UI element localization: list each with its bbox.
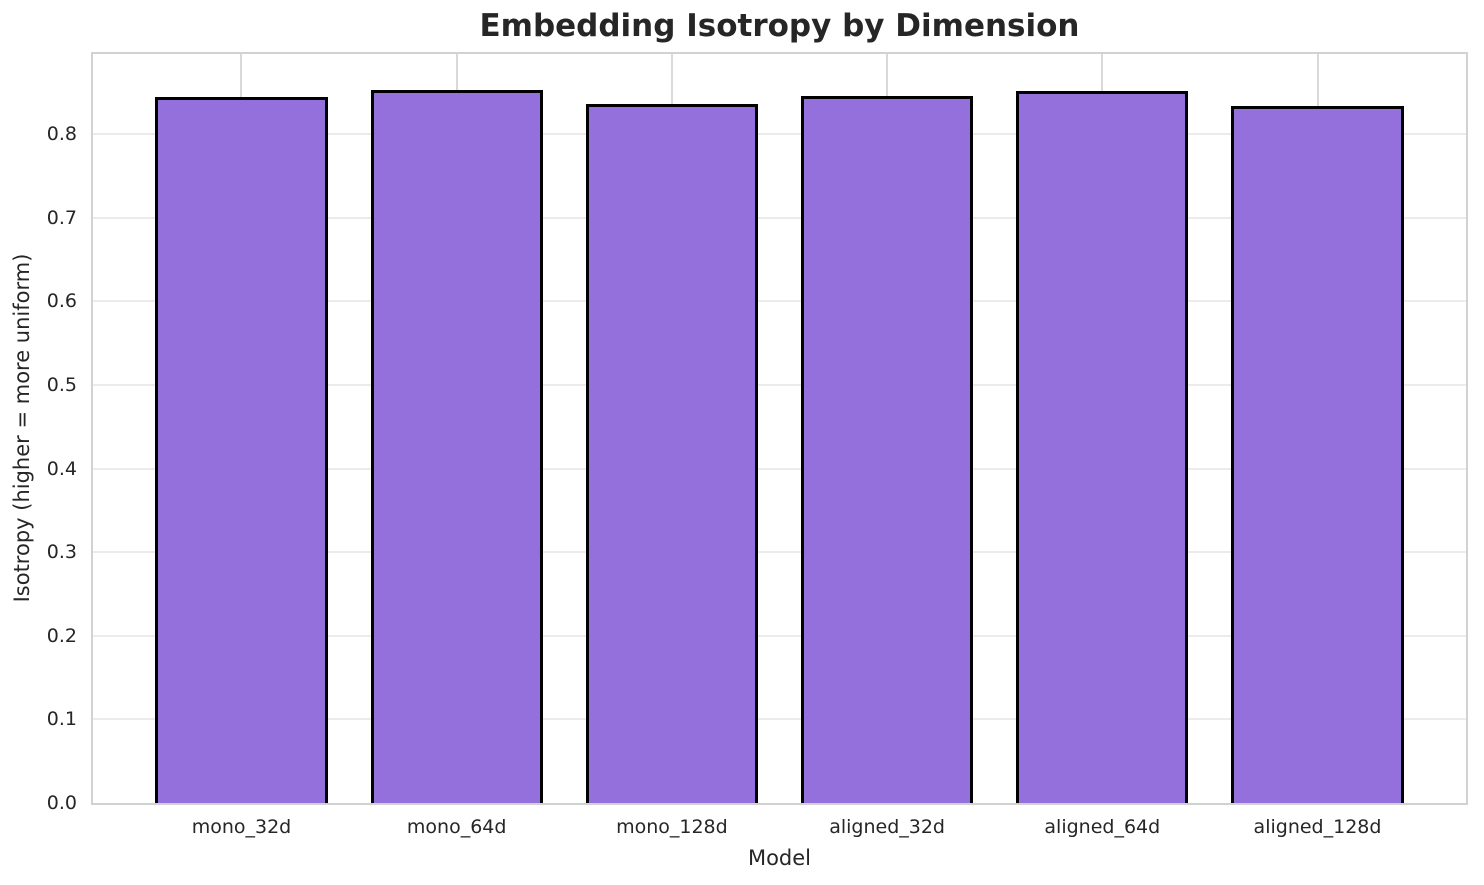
- y-tick-label: 0.6: [46, 290, 77, 313]
- x-tick-label: aligned_32d: [829, 816, 945, 838]
- plot-area: 0.0 0.1 0.2 0.3 0.4 0.5 0.6 0.7 0.8 mono_32d mono_…: [47, 52, 1468, 838]
- y-tick-label: 0.0: [46, 792, 77, 814]
- y-tick-label: 0.5: [46, 374, 77, 397]
- y-tick-label: 0.1: [46, 708, 77, 731]
- bar: [370, 89, 543, 803]
- y-tick-label: 0.2: [46, 624, 77, 647]
- y-gridline: [93, 216, 1466, 219]
- y-tick-label: 0.7: [46, 206, 77, 229]
- y-gridline: [93, 300, 1466, 303]
- y-tick-label: 0.3: [46, 541, 77, 564]
- bar: [155, 96, 328, 803]
- bar: [1016, 90, 1189, 803]
- y-tick-label: 0.8: [46, 123, 77, 146]
- x-tick-label: aligned_128d: [1253, 816, 1382, 838]
- y-gridline: [93, 551, 1466, 554]
- y-tick-label: 0.4: [46, 457, 77, 480]
- x-tick-label: mono_128d: [616, 816, 728, 838]
- x-tick-label: mono_32d: [191, 816, 292, 838]
- y-gridline: [93, 133, 1466, 136]
- y-gridline: [93, 384, 1466, 387]
- x-tick-label: mono_64d: [406, 816, 507, 838]
- x-tick-label: aligned_64d: [1044, 816, 1161, 838]
- y-gridline: [93, 467, 1466, 470]
- bar: [1231, 105, 1404, 803]
- bar: [801, 95, 974, 803]
- y-gridline: [93, 718, 1466, 721]
- y-gridline: [93, 634, 1466, 637]
- bar: [585, 104, 758, 803]
- x-axis-label: Model: [747, 846, 812, 870]
- y-axis-label: Isotropy (higher = more uniform): [10, 253, 34, 603]
- chart-title: Embedding Isotropy by Dimension: [479, 8, 1080, 44]
